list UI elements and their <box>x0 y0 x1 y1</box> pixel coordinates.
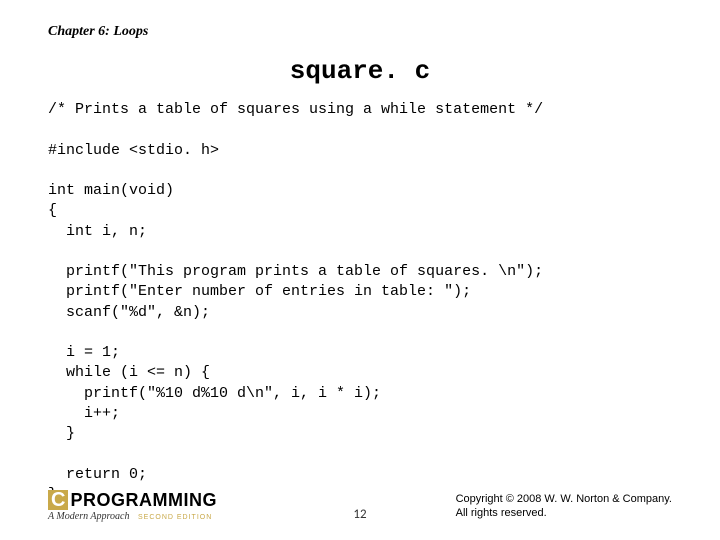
copyright-line-1: Copyright © 2008 W. W. Norton & Company. <box>456 492 672 506</box>
logo-top-row: C PROGRAMMING <box>48 490 217 510</box>
copyright-line-2: All rights reserved. <box>456 506 672 520</box>
book-logo: C PROGRAMMING A Modern Approach SECOND E… <box>48 490 217 522</box>
logo-edition: SECOND EDITION <box>138 514 212 521</box>
page-title: square. c <box>48 56 672 86</box>
chapter-heading: Chapter 6: Loops <box>48 24 672 40</box>
logo-c-badge: C <box>48 490 68 510</box>
page-number: 12 <box>353 507 366 522</box>
logo-programming-text: PROGRAMMING <box>70 491 217 509</box>
footer: C PROGRAMMING A Modern Approach SECOND E… <box>48 490 672 522</box>
logo-sub-text: A Modern Approach <box>48 511 129 522</box>
code-listing: /* Prints a table of squares using a whi… <box>48 100 672 505</box>
logo-subtitle: A Modern Approach SECOND EDITION <box>48 512 217 522</box>
copyright: Copyright © 2008 W. W. Norton & Company.… <box>456 492 672 521</box>
